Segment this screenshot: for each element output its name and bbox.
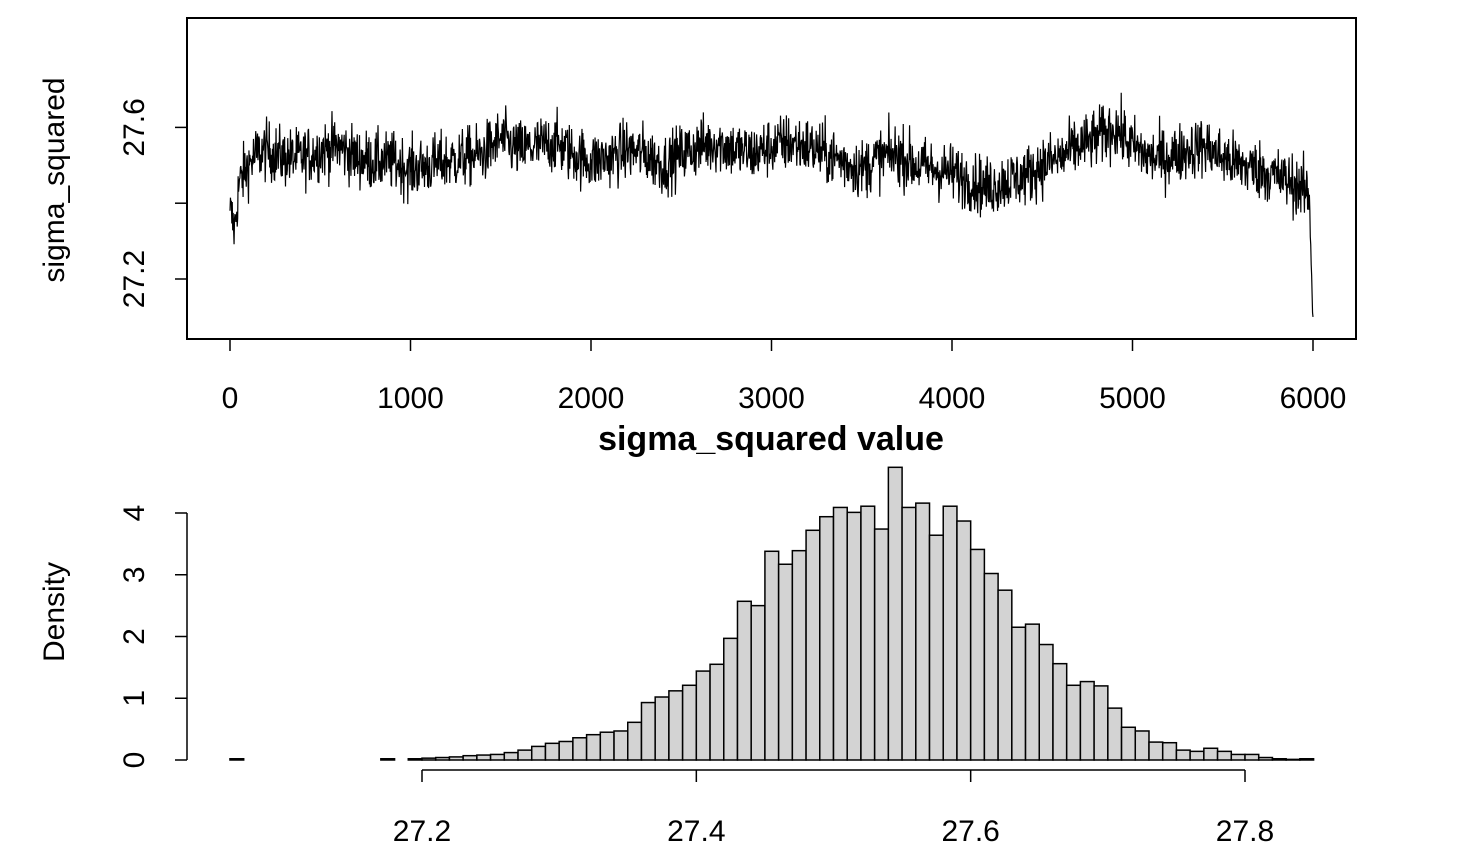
histogram-bar bbox=[887, 466, 903, 761]
trace-panel: 0 1000 2000 3000 4000 5000 6000 27.2 27.6 sigma… bbox=[38, 17, 1357, 415]
histogram-bar bbox=[819, 515, 835, 761]
hist-x-tick-label: 27.6 bbox=[941, 815, 999, 848]
histogram-bar bbox=[544, 742, 560, 761]
histogram-bar bbox=[695, 670, 711, 761]
histogram-bar bbox=[764, 550, 780, 761]
hist-x-tick-label: 27.8 bbox=[1216, 815, 1274, 848]
trace-x-tick-label: 5000 bbox=[1099, 382, 1166, 415]
histogram-bar bbox=[1011, 626, 1027, 761]
histogram-bar bbox=[613, 730, 629, 761]
histogram-bar bbox=[846, 511, 862, 761]
trace-x-tick-label: 1000 bbox=[377, 382, 444, 415]
hist-x-axis: 27.2 27.4 27.6 27.8 bbox=[393, 770, 1274, 848]
hist-y-tick-label: 3 bbox=[118, 566, 151, 583]
histogram-bar bbox=[791, 549, 807, 761]
histogram-bar bbox=[969, 548, 986, 761]
trace-x-tick-label: 6000 bbox=[1280, 382, 1347, 415]
hist-x-tick-label: 27.2 bbox=[393, 815, 451, 848]
histogram-bar bbox=[1079, 680, 1095, 761]
trace-x-tick-label: 0 bbox=[222, 382, 239, 415]
histogram-bar bbox=[873, 528, 890, 761]
histogram-bar bbox=[750, 604, 766, 761]
histogram-bar bbox=[956, 520, 972, 761]
histogram-bar bbox=[928, 534, 944, 761]
histogram-bar bbox=[1257, 756, 1274, 761]
trace-y-tick-label: 27.6 bbox=[118, 98, 151, 156]
histogram-bar bbox=[1175, 749, 1191, 761]
histogram-bar bbox=[421, 757, 437, 761]
histogram-bar bbox=[1024, 623, 1041, 761]
histogram-bar bbox=[572, 737, 588, 761]
histogram-bar bbox=[1134, 730, 1150, 761]
histogram-bar bbox=[1271, 758, 1287, 761]
histogram-bar bbox=[407, 758, 423, 761]
histogram-bar bbox=[1216, 750, 1233, 761]
hist-x-tick-label: 27.4 bbox=[667, 815, 725, 848]
histogram-bar bbox=[983, 572, 999, 761]
histogram-bar bbox=[1299, 758, 1315, 761]
hist-y-tick-label: 1 bbox=[118, 690, 151, 707]
histogram-bar bbox=[1107, 707, 1123, 761]
trace-line-series bbox=[229, 92, 1314, 317]
hist-y-tick-label: 0 bbox=[118, 752, 151, 769]
histogram-bar bbox=[709, 663, 725, 761]
histogram-bar bbox=[380, 758, 396, 761]
hist-y-tick-label: 2 bbox=[118, 628, 151, 645]
hist-y-axis-label: Density bbox=[38, 562, 71, 662]
histogram-bar bbox=[1285, 758, 1301, 761]
histogram-bar bbox=[517, 749, 533, 761]
histogram-bar bbox=[1052, 662, 1068, 761]
trace-x-tick-label: 4000 bbox=[919, 382, 986, 415]
histogram-bar bbox=[777, 563, 794, 761]
histogram-bar bbox=[503, 751, 519, 761]
histogram-bar bbox=[805, 529, 821, 761]
histogram-bar bbox=[1161, 741, 1178, 761]
histogram-bar bbox=[476, 754, 492, 761]
histogram-bar bbox=[434, 756, 451, 761]
trace-y-axis-label: sigma_squared bbox=[38, 77, 71, 282]
histogram-bar bbox=[1203, 747, 1219, 761]
histogram-bar bbox=[1230, 753, 1246, 761]
trace-y-axis: 27.2 27.6 bbox=[118, 98, 187, 308]
histogram-bar bbox=[599, 731, 615, 761]
hist-y-tick-label: 4 bbox=[118, 505, 151, 522]
histogram-bar bbox=[448, 756, 464, 761]
histogram-bar bbox=[860, 505, 876, 761]
histogram-bar bbox=[640, 701, 656, 761]
histogram-bar bbox=[832, 506, 848, 761]
histogram-bars bbox=[229, 466, 1315, 761]
histogram-bar bbox=[462, 754, 478, 761]
histogram-bar bbox=[997, 589, 1013, 761]
histogram-bar bbox=[585, 733, 602, 761]
histogram-bar bbox=[1038, 643, 1054, 761]
histogram-bar bbox=[901, 506, 917, 761]
histogram-bar bbox=[1244, 753, 1260, 761]
histogram-bar bbox=[1189, 750, 1205, 761]
histogram-title: sigma_squared value bbox=[598, 420, 944, 458]
hist-y-axis: 0 1 2 3 4 bbox=[118, 505, 187, 769]
histogram-bar bbox=[654, 696, 670, 761]
histogram-bar bbox=[229, 758, 245, 761]
histogram-bar bbox=[915, 502, 931, 761]
histogram-bar bbox=[736, 600, 752, 761]
histogram-bar bbox=[627, 721, 643, 761]
histogram-bar bbox=[530, 745, 547, 761]
trace-x-axis: 0 1000 2000 3000 4000 5000 6000 bbox=[222, 339, 1347, 415]
histogram-bar bbox=[681, 684, 698, 761]
histogram-bar bbox=[942, 505, 958, 761]
histogram-bar bbox=[1120, 726, 1137, 761]
histogram-bar bbox=[1148, 741, 1164, 761]
trace-x-tick-label: 2000 bbox=[558, 382, 625, 415]
histogram-bar bbox=[558, 740, 574, 761]
trace-x-tick-label: 3000 bbox=[738, 382, 805, 415]
trace-y-tick-label: 27.2 bbox=[118, 250, 151, 308]
histogram-bar bbox=[1093, 685, 1109, 761]
histogram-bar bbox=[668, 690, 684, 761]
histogram-bar bbox=[723, 637, 739, 761]
histogram-bar bbox=[489, 753, 506, 761]
histogram-bar bbox=[1065, 684, 1082, 761]
